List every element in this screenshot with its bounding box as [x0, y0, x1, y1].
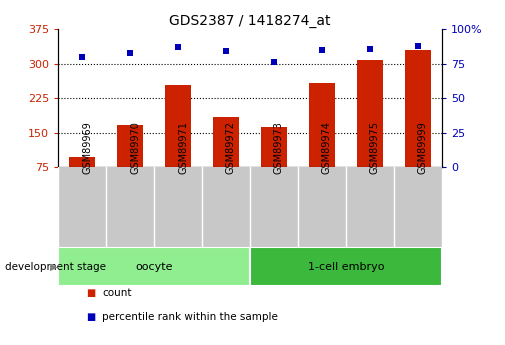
Bar [309, 83, 335, 202]
Text: oocyte: oocyte [135, 262, 173, 272]
Bar [213, 117, 239, 202]
Text: GSM89975: GSM89975 [370, 121, 380, 174]
Bar [69, 157, 95, 202]
Text: GSM89972: GSM89972 [226, 121, 236, 174]
Bar [165, 85, 191, 202]
Bar [250, 247, 442, 286]
Text: GSM89969: GSM89969 [82, 121, 92, 174]
Text: ■: ■ [86, 313, 95, 322]
Text: GSM89974: GSM89974 [322, 121, 332, 174]
Bar [261, 127, 287, 202]
Bar [357, 60, 383, 202]
Text: GSM89970: GSM89970 [130, 121, 140, 174]
Text: GSM89973: GSM89973 [274, 121, 284, 174]
Text: count: count [102, 288, 131, 298]
Bar [58, 247, 250, 286]
Text: ▶: ▶ [50, 262, 58, 272]
Bar [117, 125, 143, 202]
Text: ■: ■ [86, 288, 95, 298]
Text: 1-cell embryo: 1-cell embryo [308, 262, 384, 272]
Bar [405, 50, 431, 202]
Text: GSM89971: GSM89971 [178, 121, 188, 174]
Title: GDS2387 / 1418274_at: GDS2387 / 1418274_at [169, 14, 331, 28]
Text: development stage: development stage [5, 262, 106, 272]
Text: GSM89999: GSM89999 [418, 121, 428, 174]
Text: percentile rank within the sample: percentile rank within the sample [102, 313, 278, 322]
